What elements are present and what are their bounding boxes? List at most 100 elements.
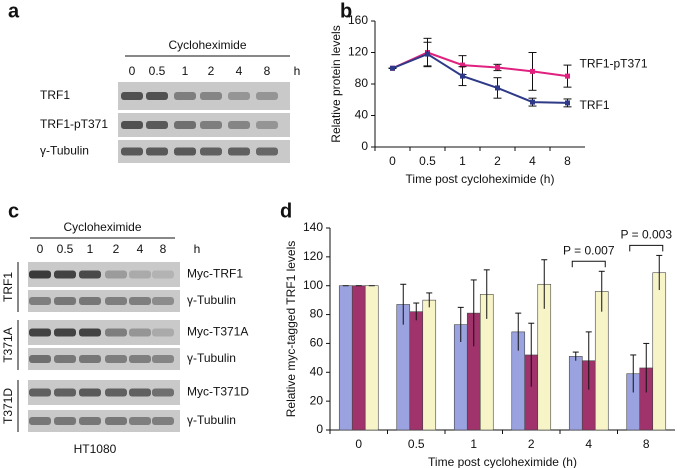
- blot-band: [200, 147, 222, 156]
- bar: [338, 285, 353, 431]
- blot-band: [105, 355, 127, 363]
- blot-band: [129, 355, 151, 363]
- blot-band: [146, 121, 168, 129]
- blot-band: [152, 355, 174, 363]
- x-tick-label: 8: [643, 437, 650, 451]
- y-tick-label: 40: [310, 364, 324, 378]
- group-label: T371D: [1, 388, 15, 424]
- x-tick-label: 1: [470, 437, 477, 451]
- lane-label: 0: [129, 64, 136, 78]
- lane-label: 4: [236, 64, 243, 78]
- row-label: γ-Tubulin: [40, 144, 89, 158]
- blot-band: [146, 92, 168, 100]
- panel-label: c: [8, 200, 19, 222]
- row-label: γ-Tubulin: [187, 293, 236, 307]
- blot-band: [79, 270, 101, 279]
- point: [530, 68, 535, 74]
- y-tick-label: 60: [310, 336, 324, 350]
- blot-band: [79, 297, 101, 305]
- lane-label: 1: [87, 242, 94, 256]
- point: [460, 73, 465, 79]
- treatment-label: Cycloheximide: [168, 38, 246, 52]
- y-tick-label: 160: [348, 13, 368, 27]
- blot-band: [54, 355, 76, 363]
- bar: [568, 356, 583, 431]
- blot-band: [152, 270, 174, 279]
- x-tick-label: 0.5: [408, 437, 425, 451]
- blot-band: [54, 328, 76, 337]
- x-tick-label: 0.5: [419, 154, 436, 168]
- blot-band: [29, 297, 51, 305]
- blot-band: [228, 121, 250, 129]
- bar: [351, 285, 366, 431]
- blot-band: [174, 147, 196, 156]
- blot: [28, 348, 180, 370]
- blot-band: [121, 147, 143, 156]
- blot-band: [256, 147, 278, 156]
- x-tick-label: 4: [585, 437, 592, 451]
- blot-band: [129, 297, 151, 305]
- blot-band: [152, 388, 174, 397]
- series-line: [392, 52, 568, 104]
- blot-band: [200, 121, 222, 129]
- x-tick-label: 4: [529, 154, 536, 168]
- blot-band: [174, 92, 196, 100]
- bar: [364, 285, 379, 431]
- row-label: TRF1: [40, 88, 70, 102]
- y-tick-label: 20: [310, 393, 324, 407]
- blot-band: [129, 388, 151, 397]
- blot-band: [29, 270, 51, 279]
- series-label: TRF1: [580, 98, 610, 112]
- y-tick-label: 0: [316, 422, 323, 436]
- point: [530, 99, 535, 105]
- blot-band: [105, 270, 127, 279]
- row-label: γ-Tubulin: [187, 351, 236, 365]
- blot-band: [105, 417, 127, 425]
- blot-band: [54, 388, 76, 397]
- lane-label: 0.5: [149, 64, 166, 78]
- point: [565, 100, 570, 106]
- panel-label: b: [340, 0, 352, 22]
- bar: [409, 311, 424, 431]
- lane-label: 0.5: [57, 242, 74, 256]
- blot-band: [228, 92, 250, 100]
- panel-label: d: [280, 200, 292, 222]
- row-label: Myc-TRF1: [187, 267, 243, 281]
- blot-band: [105, 388, 127, 397]
- row-label: TRF1-pT371: [40, 117, 108, 131]
- blot-band: [121, 121, 143, 129]
- cell-line-label: HT1080: [74, 442, 117, 456]
- y-tick-label: 100: [303, 278, 323, 292]
- blot: [28, 410, 180, 432]
- lane-label: 2: [208, 64, 215, 78]
- x-tick-label: 8: [564, 154, 571, 168]
- blot-band: [29, 355, 51, 363]
- annotation: P = 0.003: [621, 228, 673, 242]
- y-tick-label: 40: [355, 108, 369, 122]
- blot-band: [129, 417, 151, 425]
- blot-band: [54, 417, 76, 425]
- x-tick-label: 0: [355, 437, 362, 451]
- point: [425, 51, 430, 57]
- blot-band: [105, 297, 127, 305]
- annotation: P = 0.007: [563, 243, 615, 257]
- blot-band: [152, 328, 174, 337]
- y-axis-label: Relative myc-tagged TRF1 levels: [284, 241, 298, 418]
- blot-band: [79, 328, 101, 337]
- blot-band: [29, 417, 51, 425]
- treatment-label: Cycloheximide: [63, 220, 141, 234]
- point: [495, 85, 500, 91]
- lane-label: 8: [264, 64, 271, 78]
- x-tick-label: 2: [494, 154, 501, 168]
- y-tick-label: 120: [348, 45, 368, 59]
- blot: [28, 290, 180, 312]
- point: [565, 73, 570, 79]
- lane-label: 1: [182, 64, 189, 78]
- x-axis-label: Time post cycloheximide (h): [428, 455, 577, 468]
- blot-band: [79, 355, 101, 363]
- x-tick-label: 2: [528, 437, 535, 451]
- blot-band: [129, 270, 151, 279]
- y-tick-label: 0: [361, 139, 368, 153]
- blot-band: [29, 328, 51, 337]
- y-tick-label: 80: [355, 76, 369, 90]
